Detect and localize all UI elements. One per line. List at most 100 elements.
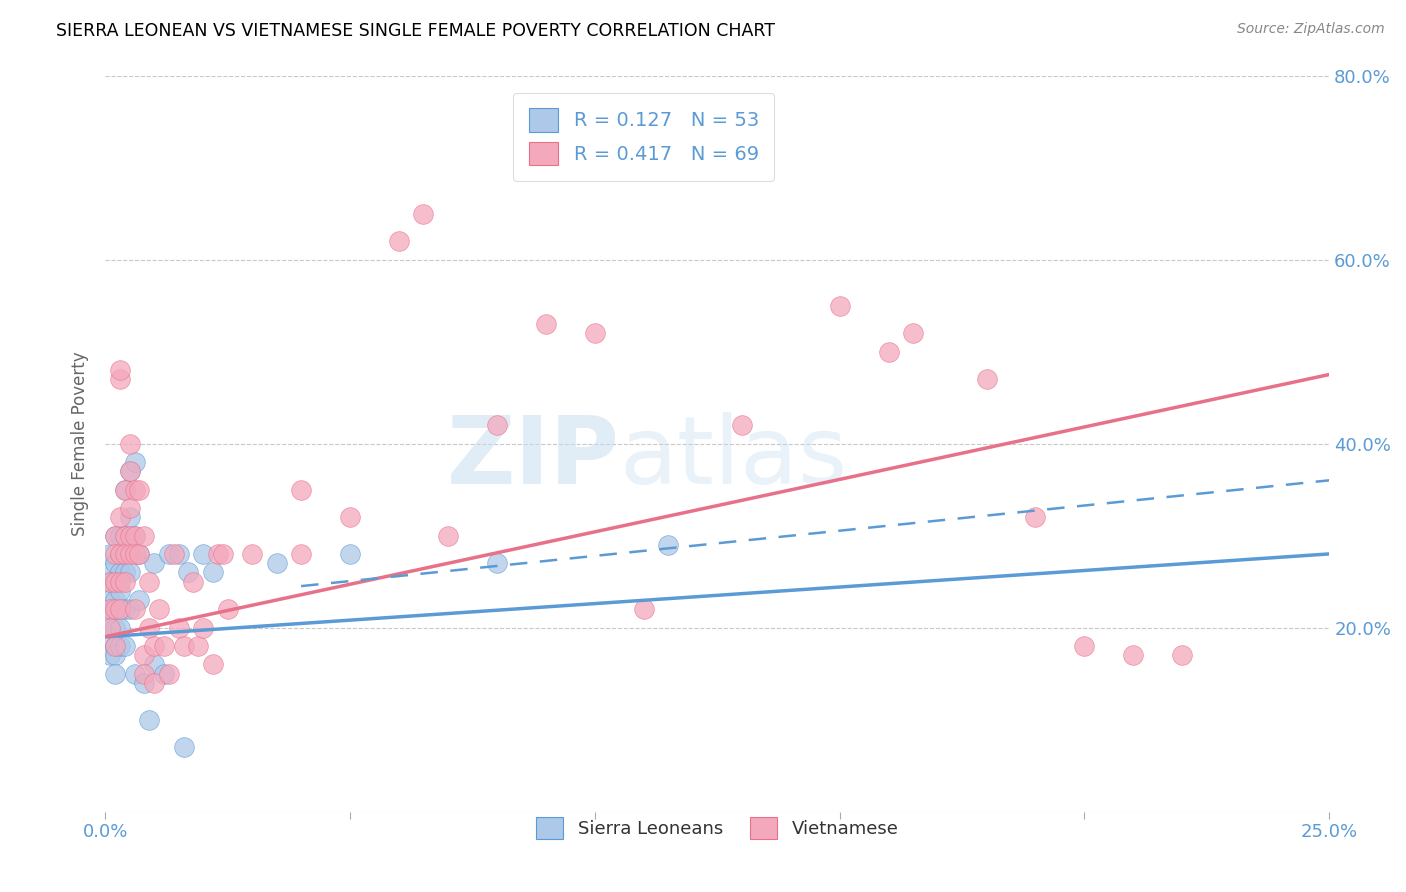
Point	[108, 620, 131, 634]
Point	[118, 510, 141, 524]
Point	[388, 234, 411, 248]
Point	[128, 547, 150, 561]
Point	[134, 675, 156, 690]
Point	[143, 556, 166, 570]
Point	[114, 639, 136, 653]
Point	[108, 574, 131, 589]
Point	[157, 666, 180, 681]
Point	[108, 547, 131, 561]
Point	[124, 455, 146, 469]
Point	[173, 639, 195, 653]
Point	[104, 528, 127, 542]
Text: ZIP: ZIP	[447, 412, 619, 504]
Point	[108, 583, 131, 598]
Point	[191, 547, 214, 561]
Point	[98, 602, 121, 616]
Point	[153, 666, 176, 681]
Point	[114, 547, 136, 561]
Point	[114, 602, 136, 616]
Point	[98, 547, 121, 561]
Point	[339, 510, 361, 524]
Point	[290, 483, 312, 497]
Point	[118, 464, 141, 478]
Point	[104, 556, 127, 570]
Point	[134, 528, 156, 542]
Point	[118, 464, 141, 478]
Point	[124, 602, 146, 616]
Point	[828, 299, 851, 313]
Point	[583, 326, 606, 340]
Point	[187, 639, 209, 653]
Point	[118, 436, 141, 450]
Point	[124, 483, 146, 497]
Point	[1073, 639, 1095, 653]
Point	[104, 574, 127, 589]
Point	[108, 566, 131, 580]
Point	[124, 528, 146, 542]
Point	[207, 547, 229, 561]
Point	[134, 648, 156, 662]
Point	[143, 657, 166, 672]
Point	[128, 547, 150, 561]
Point	[114, 483, 136, 497]
Legend: R = 0.127   N = 53, R = 0.417   N = 69: R = 0.127 N = 53, R = 0.417 N = 69	[513, 93, 775, 181]
Point	[143, 675, 166, 690]
Point	[104, 620, 127, 634]
Point	[124, 666, 146, 681]
Point	[118, 547, 141, 561]
Point	[104, 593, 127, 607]
Point	[138, 620, 160, 634]
Point	[138, 713, 160, 727]
Point	[114, 528, 136, 542]
Point	[108, 510, 131, 524]
Point	[157, 547, 180, 561]
Point	[98, 602, 121, 616]
Point	[104, 528, 127, 542]
Point	[485, 556, 508, 570]
Point	[128, 593, 150, 607]
Point	[191, 620, 214, 634]
Point	[217, 602, 239, 616]
Point	[163, 547, 186, 561]
Point	[108, 372, 131, 386]
Point	[148, 602, 170, 616]
Point	[108, 528, 131, 542]
Point	[976, 372, 998, 386]
Y-axis label: Single Female Poverty: Single Female Poverty	[72, 351, 89, 536]
Point	[1171, 648, 1194, 662]
Point	[339, 547, 361, 561]
Point	[173, 740, 195, 755]
Point	[167, 547, 190, 561]
Point	[183, 574, 205, 589]
Point	[211, 547, 233, 561]
Point	[104, 666, 127, 681]
Point	[98, 574, 121, 589]
Point	[485, 418, 508, 433]
Point	[98, 593, 121, 607]
Point	[633, 602, 655, 616]
Point	[118, 528, 141, 542]
Point	[901, 326, 924, 340]
Point	[104, 602, 127, 616]
Point	[731, 418, 754, 433]
Text: atlas: atlas	[619, 412, 848, 504]
Point	[108, 602, 131, 616]
Point	[98, 566, 121, 580]
Point	[114, 528, 136, 542]
Point	[290, 547, 312, 561]
Point	[266, 556, 288, 570]
Point	[104, 574, 127, 589]
Point	[104, 547, 127, 561]
Point	[124, 528, 146, 542]
Point	[201, 566, 224, 580]
Point	[104, 648, 127, 662]
Point	[134, 666, 156, 681]
Point	[153, 639, 176, 653]
Point	[118, 500, 141, 515]
Point	[98, 620, 121, 634]
Point	[877, 344, 900, 359]
Point	[114, 483, 136, 497]
Point	[104, 602, 127, 616]
Point	[98, 574, 121, 589]
Point	[118, 566, 141, 580]
